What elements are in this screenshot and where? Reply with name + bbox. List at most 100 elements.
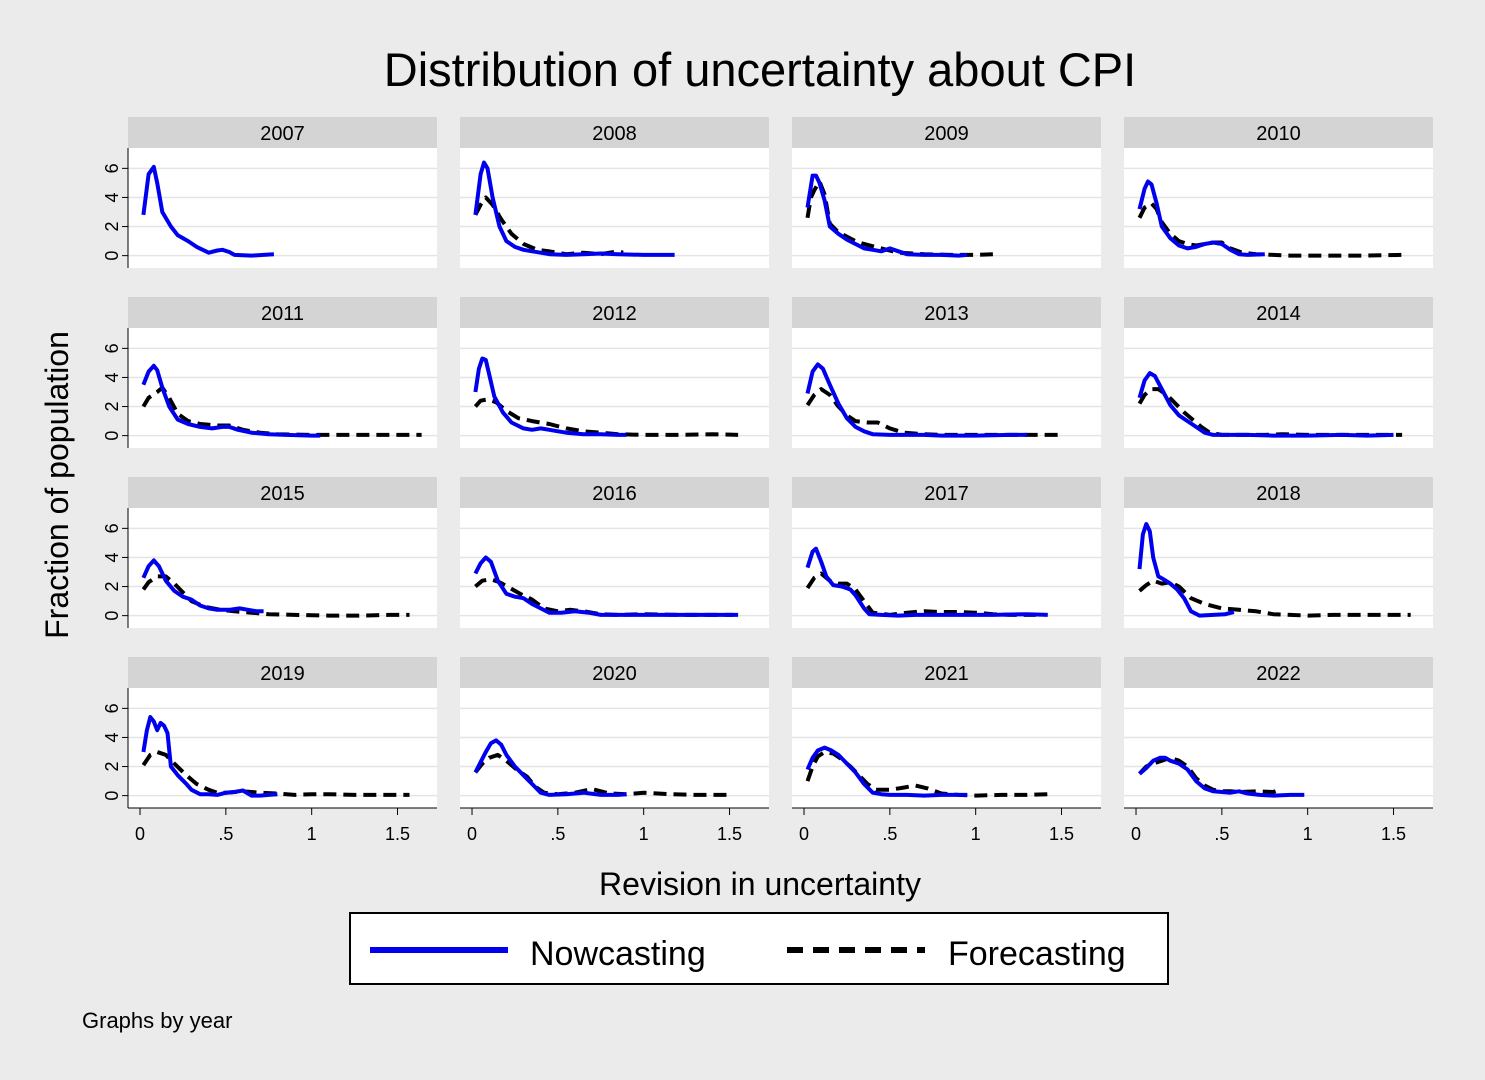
strip-label-2022: 2022 [1256,663,1301,685]
x-tick-label: .5 [882,824,897,844]
legend-label-nowcasting: Nowcasting [530,935,706,973]
series-nowcasting-2022 [1138,755,1305,798]
x-tick-label: 0 [467,824,477,844]
series-nowcasting-2014 [1137,371,1394,438]
strip-2008 [460,117,769,148]
series-nowcasting-2019 [141,715,278,798]
panel-2020: 2020 [460,657,769,808]
x-tick-label: 1 [639,824,649,844]
x-tick-label: 1 [1303,824,1313,844]
y-tick-label: 4 [102,372,122,382]
panel-2008: 2008 [460,117,769,268]
x-tick-label: 1.5 [1049,824,1074,844]
series-forecasting-2009 [805,179,993,257]
series-nowcasting-2017 [805,546,1048,618]
series-forecasting-2018 [1138,578,1411,618]
strip-label-2007: 2007 [260,123,305,145]
y-tick-label: 4 [102,552,122,562]
x-axis-title: Revision in uncertainty [599,866,921,902]
series-nowcasting-2008 [473,160,675,257]
strip-2010 [1124,117,1433,148]
series-nowcasting-2013 [805,362,1028,438]
x-tick-label: .5 [550,824,565,844]
strip-2015 [128,477,437,508]
panel-2019: 2019 0 2 4 6 [102,657,437,808]
series-nowcasting-2018 [1137,522,1235,618]
strip-2021 [792,657,1101,688]
plot-area-2015 [128,508,437,628]
graphs-by-note: Graphs by year [82,1008,232,1033]
panel-2021: 2021 [792,657,1101,808]
plot-area-2022 [1124,688,1433,808]
x-tick-label: 1.5 [1381,824,1406,844]
strip-2016 [460,477,769,508]
plot-area-2021 [792,688,1101,808]
plot-area-2014 [1124,328,1433,448]
series-nowcasting-2010 [1137,179,1265,257]
strip-2007 [128,117,437,148]
strip-label-2013: 2013 [924,303,969,325]
y-tick-label: 4 [102,192,122,202]
panel-2007: 2007 0 2 4 6 [102,117,437,268]
panel-2018: 2018 [1124,477,1433,628]
panels-grid: 2007 0 2 4 6 2008 2009 2010 2011 0 2 4 6 2012 2013 2014… [102,117,1433,808]
series-forecasting-2008 [473,195,624,257]
strip-label-2017: 2017 [924,483,969,505]
series-nowcasting-2007 [141,164,275,258]
plot-area-2010 [1124,148,1433,268]
strip-label-2009: 2009 [924,123,969,145]
series-forecasting-2014 [1137,387,1403,437]
x-tick-label: 1 [971,824,981,844]
x-tick-label: 0 [135,824,145,844]
strip-2022 [1124,657,1433,688]
x-tick-label: 1.5 [385,824,410,844]
x-tick-label: 0 [799,824,809,844]
series-nowcasting-2015 [141,558,264,614]
plot-area-2008 [460,148,769,268]
plot-area-2007 [128,148,437,268]
strip-label-2019: 2019 [260,663,305,685]
y-tick-label: 6 [102,163,122,173]
series-forecasting-2013 [805,387,1062,437]
plot-area-2013 [792,328,1101,448]
strip-label-2020: 2020 [592,663,637,685]
strip-label-2010: 2010 [1256,123,1301,145]
panel-2017: 2017 [792,477,1101,628]
y-tick-label: 0 [102,251,122,261]
series-forecasting-2012 [473,397,739,437]
panel-2013: 2013 [792,297,1101,448]
plot-area-2019 [128,688,437,808]
y-tick-label: 0 [102,791,122,801]
plot-area-2018 [1124,508,1433,628]
y-tick-label: 2 [102,582,122,592]
plot-area-2012 [460,328,769,448]
x-tick-label: 1 [307,824,317,844]
strip-2013 [792,297,1101,328]
panel-2012: 2012 [460,297,769,448]
panel-2016: 2016 [460,477,769,628]
plot-area-2011 [128,328,437,448]
panel-2010: 2010 [1124,117,1433,268]
series-nowcasting-2020 [473,738,627,797]
strip-label-2021: 2021 [924,663,969,685]
chart-title: Distribution of uncertainty about CPI [384,43,1136,96]
y-tick-label: 6 [102,703,122,713]
strip-2018 [1124,477,1433,508]
strip-label-2012: 2012 [592,303,637,325]
panel-2009: 2009 [792,117,1101,268]
strip-2014 [1124,297,1433,328]
y-tick-label: 0 [102,611,122,621]
y-axis-title: Fraction of population [39,331,75,639]
plot-area-2009 [792,148,1101,268]
strip-2012 [460,297,769,328]
y-tick-label: 6 [102,343,122,353]
strip-label-2011: 2011 [261,303,304,325]
panel-2022: 2022 [1124,657,1433,808]
y-tick-label: 2 [102,402,122,412]
legend: Nowcasting Forecasting [349,912,1169,985]
strip-2020 [460,657,769,688]
y-tick-label: 2 [102,222,122,232]
x-axes: 0 .5 1 1.5 0 .5 1 1.5 0 .5 1 1.5 0 .5 1 1.5 [128,807,1433,844]
y-tick-label: 4 [102,732,122,742]
